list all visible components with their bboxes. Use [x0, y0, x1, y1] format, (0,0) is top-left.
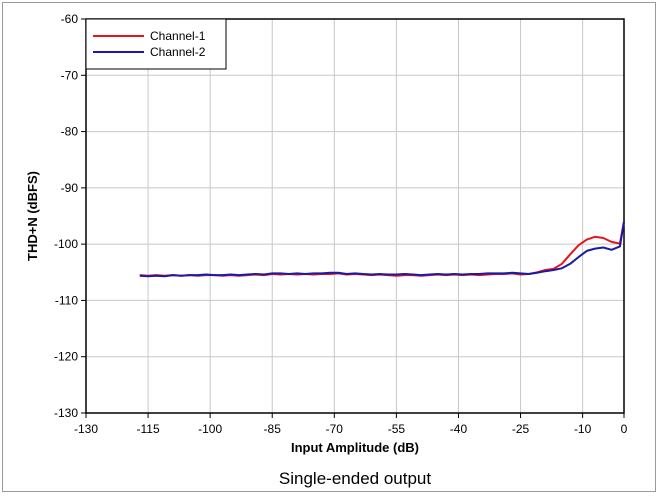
y-tick-label: -60: [61, 12, 79, 26]
series-line-channel-1: [139, 221, 625, 277]
series-layer: [139, 221, 625, 278]
y-tick-label: -120: [54, 350, 78, 364]
x-tick-label: 0: [621, 422, 628, 436]
y-tick-label: -90: [61, 181, 79, 195]
series-line-channel-2: [139, 221, 625, 278]
grid-lines: [86, 19, 624, 413]
x-axis-label: Input Amplitude (dB): [291, 440, 419, 455]
y-axis-ticks: -60 -70 -80 -90 -100 -110 -120 -130: [54, 12, 86, 420]
legend-box: [85, 18, 227, 70]
legend-label-channel-1: Channel-1: [150, 29, 206, 43]
y-axis-label: THD+N (dBFS): [25, 171, 40, 261]
x-tick-label: -55: [388, 422, 406, 436]
x-tick-label: -10: [574, 422, 592, 436]
plot-border: [85, 18, 625, 414]
x-tick-label: -130: [74, 422, 98, 436]
x-tick-label: -85: [264, 422, 282, 436]
legend: Channel-1 Channel-2: [85, 18, 227, 70]
x-tick-label: -100: [198, 422, 222, 436]
y-tick-label: -130: [54, 406, 78, 420]
chart-caption: Single-ended output: [279, 469, 431, 488]
x-tick-label: -70: [326, 422, 344, 436]
x-tick-label: -25: [512, 422, 530, 436]
x-tick-label: -115: [137, 422, 160, 436]
legend-label-channel-2: Channel-2: [150, 45, 206, 59]
chart-frame: [2, 2, 656, 492]
y-tick-label: -100: [54, 237, 78, 251]
y-tick-label: -70: [61, 68, 79, 82]
y-tick-label: -110: [55, 293, 78, 307]
x-tick-label: -40: [450, 422, 468, 436]
x-axis-ticks: -130 -115 -100 -85 -70 -55 -40 -25 -10 0: [74, 413, 628, 436]
y-tick-label: -80: [61, 125, 79, 139]
